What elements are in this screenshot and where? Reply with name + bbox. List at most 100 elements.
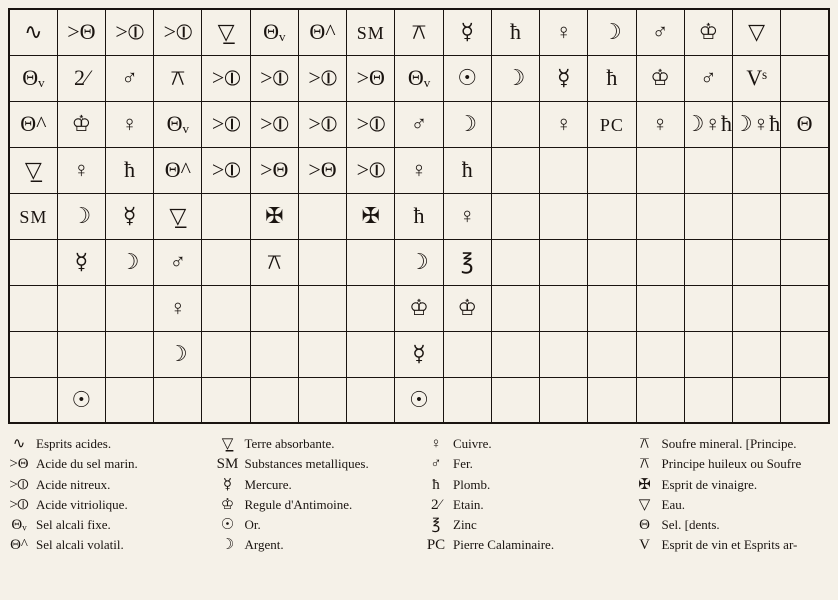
table-cell (733, 331, 781, 377)
table-cell (347, 377, 395, 423)
table-cell: Θᵥ (154, 101, 202, 147)
legend-text: Argent. (245, 536, 284, 554)
table-cell (781, 331, 829, 377)
table-cell: ♂ (636, 9, 684, 55)
legend-item: Θ^Sel alcali volatil. (8, 535, 205, 555)
legend-item: ℥Zinc (425, 515, 622, 535)
table-cell: ∿ (9, 9, 57, 55)
table-cell (491, 377, 539, 423)
table-cell (588, 147, 636, 193)
table-cell (540, 331, 588, 377)
table-cell (491, 239, 539, 285)
legend-item: ΘᵥSel alcali fixe. (8, 515, 205, 535)
legend-symbol: ☿ (217, 475, 239, 495)
table-cell: ▽̲ (154, 193, 202, 239)
table-cell: Θᵥ (395, 55, 443, 101)
legend-symbol: SM (217, 454, 239, 474)
legend-symbol: ∿ (8, 434, 30, 454)
table-cell (636, 377, 684, 423)
table-cell (202, 331, 250, 377)
table-cell (298, 193, 346, 239)
table-cell: ⚻ (250, 239, 298, 285)
table-cell: ħ (588, 55, 636, 101)
table-cell: Θ^ (9, 101, 57, 147)
table-cell (347, 331, 395, 377)
table-cell (781, 193, 829, 239)
table-cell: ☽ (154, 331, 202, 377)
table-cell (781, 55, 829, 101)
table-cell (250, 377, 298, 423)
table-cell (491, 285, 539, 331)
table-cell: ☽♀ħ (684, 101, 732, 147)
table-cell: ♀ (57, 147, 105, 193)
table-cell: ▽̲ (9, 147, 57, 193)
table-cell: >⦶ (154, 9, 202, 55)
legend-item: SMSubstances metalliques. (217, 454, 414, 474)
legend-symbol: ▽ (634, 495, 656, 515)
table-cell (298, 285, 346, 331)
table-cell: >⦶ (298, 55, 346, 101)
legend-text: Plomb. (453, 476, 490, 494)
table-cell (9, 239, 57, 285)
legend-text: Sel alcali fixe. (36, 516, 111, 534)
legend-symbol: ☉ (217, 515, 239, 535)
legend-item: ✠Esprit de vinaigre. (634, 475, 831, 495)
table-cell: Θ^ (298, 9, 346, 55)
legend-symbol: ▽̲ (217, 434, 239, 454)
table-cell: ☽ (443, 101, 491, 147)
table-cell (540, 285, 588, 331)
table-cell (588, 239, 636, 285)
table-cell: ħ (395, 193, 443, 239)
table-cell (588, 193, 636, 239)
legend-item: >ΘAcide du sel marin. (8, 454, 205, 474)
table-cell: ☽♀ħ (733, 101, 781, 147)
legend-item: ☿Mercure. (217, 475, 414, 495)
table-cell (491, 193, 539, 239)
table-cell: >Θ (347, 55, 395, 101)
legend-symbol: ♂ (425, 454, 447, 474)
legend-item: VEsprit de vin et Esprits ar- (634, 535, 831, 555)
table-cell (540, 193, 588, 239)
table-cell: ♀ (105, 101, 153, 147)
table-cell (540, 239, 588, 285)
table-cell: >⦶ (202, 101, 250, 147)
legend-symbol: ħ (425, 475, 447, 495)
legend-symbol: ✠ (634, 475, 656, 495)
table-cell (298, 239, 346, 285)
table-cell: ☽ (588, 9, 636, 55)
table-cell: ħ (105, 147, 153, 193)
table-cell: ☽ (105, 239, 153, 285)
table-cell (733, 239, 781, 285)
table-cell: ♔ (443, 285, 491, 331)
table-cell: ♂ (105, 55, 153, 101)
table-cell: ♀ (443, 193, 491, 239)
table-cell: ▽ (733, 9, 781, 55)
table-cell: ♀ (540, 101, 588, 147)
table-cell: ♂ (395, 101, 443, 147)
legend-text: Sel. [dents. (662, 516, 720, 534)
table-cell (202, 285, 250, 331)
table-cell: >Θ (250, 147, 298, 193)
table-cell: >Θ (298, 147, 346, 193)
legend-item: ♔Regule d'Antimoine. (217, 495, 414, 515)
table-cell: ♔ (636, 55, 684, 101)
legend-text: Fer. (453, 455, 473, 473)
table-cell: Θᵥ (9, 55, 57, 101)
legend-text: Principe huileux ou Soufre (662, 455, 802, 473)
legend-text: Acide vitriolique. (36, 496, 128, 514)
legend-symbol: >⦶ (8, 475, 30, 495)
table-cell: ♔ (684, 9, 732, 55)
table-cell (540, 377, 588, 423)
table-cell: >⦶ (347, 147, 395, 193)
table-cell: ☉ (443, 55, 491, 101)
legend-text: Soufre mineral. [Principe. (662, 435, 797, 453)
legend-symbol: ♔ (217, 495, 239, 515)
legend-item: 2⁄Etain. (425, 495, 622, 515)
table-cell: ▽̲ (202, 9, 250, 55)
table-cell: ℥ (443, 239, 491, 285)
table-cell: ✠ (347, 193, 395, 239)
table-cell (298, 331, 346, 377)
legend-text: Pierre Calaminaire. (453, 536, 554, 554)
table-cell (684, 193, 732, 239)
legend-item: ⚻Principe huileux ou Soufre (634, 454, 831, 474)
